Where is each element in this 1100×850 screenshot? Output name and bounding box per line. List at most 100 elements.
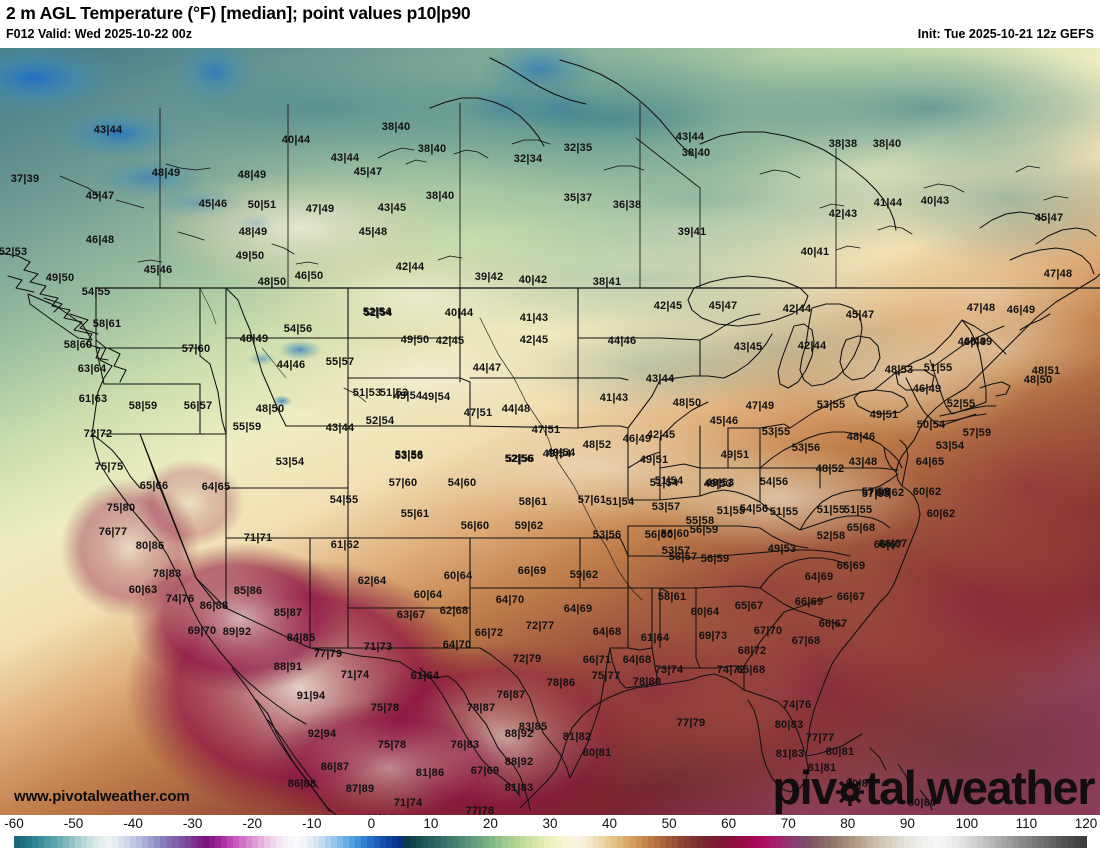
colorbar-swatch [26,836,33,848]
colorbar-swatch [434,836,441,848]
colorbar-swatch [599,836,606,848]
colorbar-swatch [154,836,161,848]
colorbar-swatch [81,836,88,848]
colorbar-swatch [209,836,216,848]
valid-time-label: F012 Valid: Wed 2025-10-22 00z [6,27,192,41]
colorbar-swatch [586,836,593,848]
colorbar-swatch [251,836,258,848]
colorbar-swatch [940,836,947,848]
colorbar-tick: 80 [840,816,856,831]
colorbar-tick: 120 [1074,816,1098,831]
colorbar-swatch [605,836,612,848]
colorbar-swatch [1007,836,1014,848]
colorbar-swatch [1062,836,1069,848]
map-header: 2 m AGL Temperature (°F) [median]; point… [0,0,1100,48]
colorbar-swatch [111,836,118,848]
colorbar-swatch [233,836,240,848]
colorbar-swatch [68,836,75,848]
colorbar-swatch [580,836,587,848]
gear-icon [836,777,865,806]
colorbar-swatch [836,836,843,848]
colorbar-swatch [306,836,313,848]
colorbar-swatch [538,836,545,848]
colorbar-swatch [1031,836,1038,848]
colorbar-swatch [50,836,57,848]
colorbar-swatch [1074,836,1081,848]
colorbar-swatch [324,836,331,848]
colorbar-swatch [891,836,898,848]
colorbar-swatch [513,836,520,848]
colorbar-swatch [1068,836,1075,848]
colorbar-tick: 0 [367,816,376,831]
colorbar-swatch [915,836,922,848]
colorbar-swatch [166,836,173,848]
colorbar-swatch [550,836,557,848]
colorbar-swatch [227,836,234,848]
colorbar-swatch [982,836,989,848]
colorbar-tick: 10 [423,816,439,831]
colorbar-swatch [848,836,855,848]
site-url-watermark: www.pivotalweather.com [14,788,190,805]
colorbar-swatch [830,836,837,848]
colorbar-swatch [464,836,472,848]
colorbar-swatch [483,836,490,848]
colorbar-swatch [653,836,660,848]
colorbar-swatch [129,836,136,848]
colorbar-swatch [391,836,398,848]
colorbar-swatch [404,836,411,848]
colorbar-tick: -30 [182,816,203,831]
page-title: 2 m AGL Temperature (°F) [median]; point… [6,3,471,23]
colorbar-swatch [428,836,435,848]
colorbar-swatch [452,836,459,848]
colorbar-swatch [745,836,752,848]
colorbar-tick: 20 [482,816,498,831]
colorbar-swatch [99,836,106,848]
colorbar-swatch [708,836,715,848]
colorbar-swatch [739,836,746,848]
colorbar-swatch [763,836,770,848]
colorbar-swatch [385,836,392,848]
colorbar-swatch [44,836,51,848]
colorbar-swatch [20,836,27,848]
colorbar-swatch [416,836,423,848]
map-canvas [0,48,1100,815]
colorbar-swatch [1043,836,1050,848]
colorbar-swatch [336,836,344,848]
colorbar-swatch [702,836,709,848]
colorbar-swatch [800,836,807,848]
colorbar-swatch [507,836,514,848]
colorbar-swatch [690,836,697,848]
colorbar-swatch [1037,836,1044,848]
temperature-map[interactable]: 37|39 43|44 45|47 48|49 46|48 52|53 45|46 49|50… [0,48,1100,815]
colorbar-swatch [245,836,252,848]
colorbar-swatch [458,836,465,848]
temperature-field [0,48,1100,815]
colorbar-swatch [422,836,429,848]
colorbar-tick: -50 [63,816,84,831]
colorbar-tick: -40 [123,816,143,831]
colorbar-swatch [141,836,149,848]
colorbar-swatch [751,836,758,848]
colorbar-swatch [714,836,721,848]
colorbar-swatch [519,836,526,848]
colorbar-swatch [525,836,532,848]
colorbar-tick: 30 [542,816,558,831]
colorbar-swatch [172,836,179,848]
colorbar-swatch [215,836,222,848]
colorbar-swatch [903,836,910,848]
colorbar-swatch [489,836,496,848]
colorbar-swatch [684,836,691,848]
colorbar[interactable]: -60 -50 -40 -30 -20 -10 0 10 20 30 40 50 60 70 80 90 100… [0,815,1100,850]
colorbar-swatch [1049,836,1057,848]
colorbar-swatch [842,836,849,848]
colorbar-swatch [970,836,977,848]
colorbar-swatch [397,836,404,848]
colorbar-swatch [568,836,575,848]
colorbar-swatch [93,836,100,848]
colorbar-swatch [556,836,563,848]
colorbar-swatch [781,836,788,848]
watermark-text-left: piv [772,761,837,814]
colorbar-swatch [995,836,1002,848]
colorbar-swatch [794,836,801,848]
colorbar-swatch [958,836,965,848]
